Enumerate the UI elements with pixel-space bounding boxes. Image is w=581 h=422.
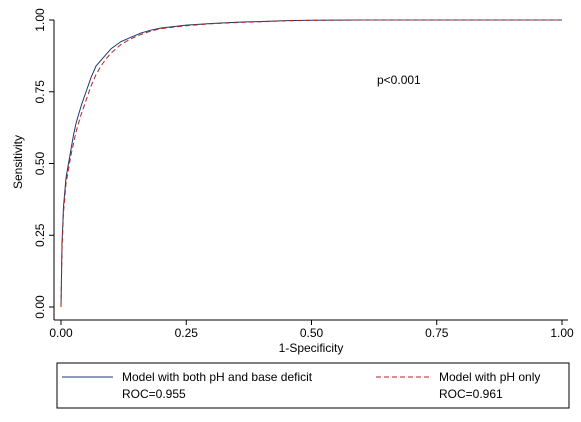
x-tick-label: 0.00 xyxy=(49,326,73,340)
legend-box xyxy=(56,362,570,409)
legend-label-series-1: Model with both pH and base deficit xyxy=(122,370,313,384)
legend-roc-series-2: ROC=0.961 xyxy=(439,387,503,401)
series-layer xyxy=(60,19,562,308)
y-tick-label: 0.25 xyxy=(33,223,47,247)
y-tick-label: 0.75 xyxy=(33,80,47,104)
plot-area xyxy=(1,1,579,356)
x-axis-title: 1-Specificity xyxy=(279,341,344,355)
x-axis-ticks: 0.00 0.25 0.50 0.75 1.00 xyxy=(49,320,574,340)
series-line-2 xyxy=(60,19,562,308)
series-line-1 xyxy=(60,19,562,308)
x-tick-label: 0.75 xyxy=(425,326,449,340)
y-tick-label: 0.00 xyxy=(33,295,47,319)
y-axis-ticks: 0.00 0.25 0.50 0.75 1.00 xyxy=(33,8,54,319)
legend-roc-series-1: ROC=0.955 xyxy=(122,387,186,401)
x-tick-label: 1.00 xyxy=(550,326,574,340)
x-tick-label: 0.25 xyxy=(175,326,199,340)
p-value-annotation: p<0.001 xyxy=(377,73,421,87)
legend-label-series-2: Model with pH only xyxy=(439,370,540,384)
y-axis-title: Sensitivity xyxy=(11,135,25,189)
y-tick-label: 0.50 xyxy=(33,151,47,175)
y-tick-label: 1.00 xyxy=(33,8,47,32)
x-tick-label: 0.50 xyxy=(300,326,324,340)
